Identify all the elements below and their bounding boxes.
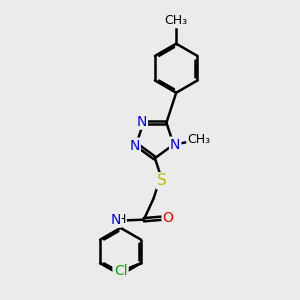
Text: Cl: Cl <box>114 264 128 278</box>
Text: N: N <box>170 138 180 152</box>
Text: N: N <box>129 139 140 153</box>
Text: Cl: Cl <box>114 264 127 278</box>
Text: CH₃: CH₃ <box>165 14 188 27</box>
Text: N: N <box>110 213 121 227</box>
Text: N: N <box>136 115 147 129</box>
Text: H: H <box>116 213 126 226</box>
Text: CH₃: CH₃ <box>187 133 210 146</box>
Text: O: O <box>163 211 173 225</box>
Text: S: S <box>157 173 167 188</box>
